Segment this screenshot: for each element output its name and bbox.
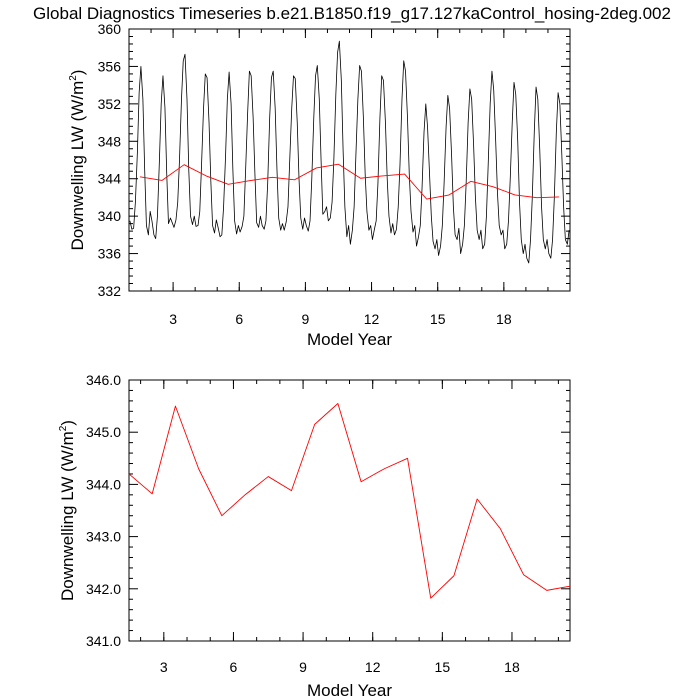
plot-frame [128,28,571,292]
y-tick-label: 360 [98,21,122,37]
x-axis-label: Model Year [307,681,392,700]
y-axis-label-close: ) [58,420,77,426]
y-tick-label: 348 [98,133,122,149]
y-tick-label: 352 [98,96,122,112]
y-axis-label-superscript: 2 [68,75,79,81]
x-axis-label: Model Year [307,330,392,349]
y-axis-label-superscript: 2 [58,425,69,431]
y-axis-label-close: ) [68,70,87,76]
x-tick-label: 15 [435,659,451,675]
figure-title: Global Diagnostics Timeseries b.e21.B185… [33,4,671,23]
y-tick-label: 346.0 [86,372,121,388]
x-tick-label: 9 [299,659,307,675]
panel-top-timeseries: 3 6 9 12 15 18 332 336 340 344 348 352 356 360 Model Y… [68,21,571,349]
plot-frame [128,379,571,642]
x-tick-label: 18 [504,659,520,675]
y-tick-label: 342.0 [86,581,121,597]
y-axis-label-main: Downwelling LW (W/m [58,431,77,601]
y-axis-label: Downwelling LW (W/m2) [58,420,77,601]
x-tick-label: 9 [302,311,310,327]
y-tick-label: 344 [98,171,122,187]
x-tick-label: 12 [364,311,380,327]
y-tick-label: 356 [98,58,122,74]
x-tick-label: 3 [160,659,168,675]
y-tick-label: 340 [98,208,122,224]
y-tick-label: 336 [98,246,122,262]
y-axis-label: Downwelling LW (W/m2) [68,70,87,251]
x-tick-label: 15 [430,311,446,327]
y-tick-label: 345.0 [86,424,121,440]
y-axis-label-main: Downwelling LW (W/m [68,81,87,251]
x-tick-label: 12 [365,659,381,675]
x-tick-label: 3 [169,311,177,327]
y-tick-label: 343.0 [86,529,121,545]
y-tick-label: 332 [98,283,122,299]
x-tick-label: 6 [230,659,238,675]
series-annual-mean-line [128,403,571,599]
x-tick-label: 18 [496,311,512,327]
series-monthly-line [129,40,570,264]
y-tick-label: 341.0 [86,633,121,649]
series-annual-mean-line [139,163,559,200]
y-tick-label: 344.0 [86,476,121,492]
panel-bottom-annual-mean: 3 6 9 12 15 18 341.0 342.0 343.0 344.0 345.0 346.0 M… [58,372,571,700]
x-tick-label: 6 [235,311,243,327]
